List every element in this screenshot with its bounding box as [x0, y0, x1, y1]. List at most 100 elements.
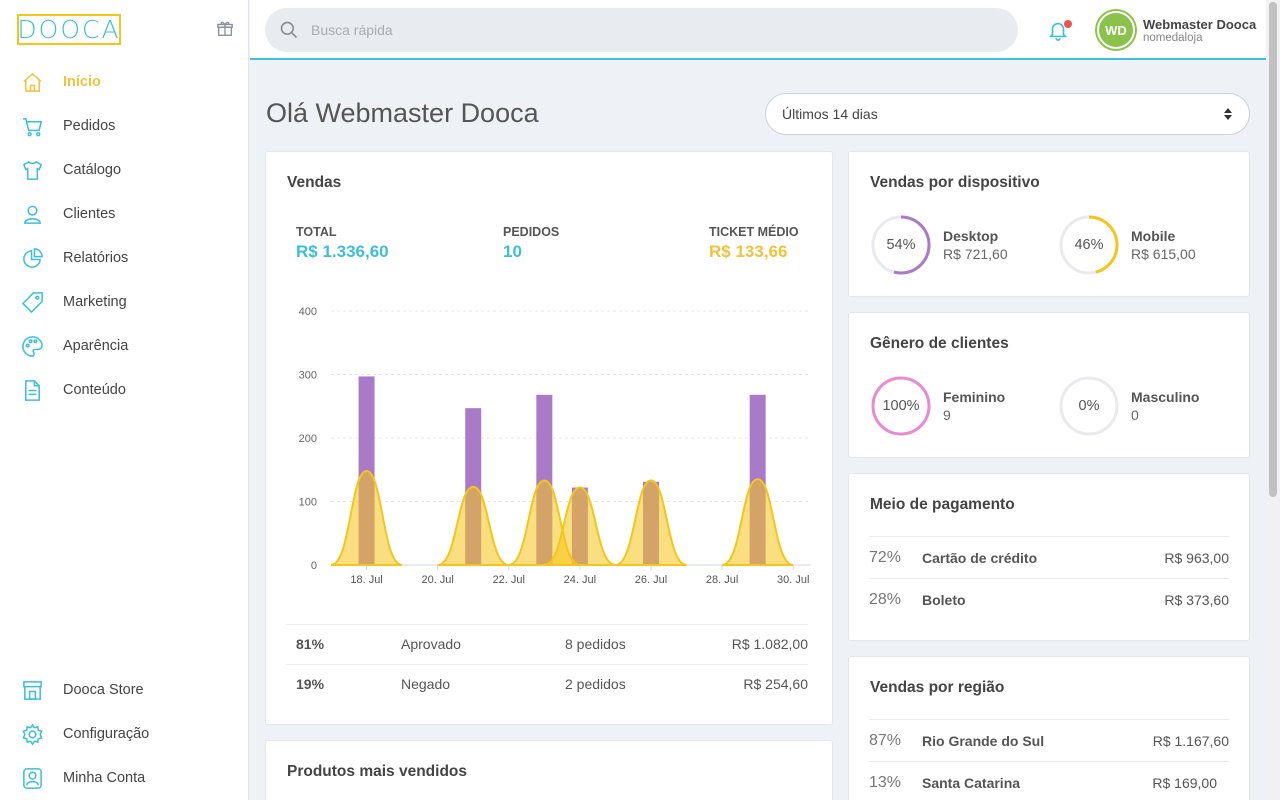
sales-status-row: 81% Aprovado 8 pedidos R$ 1.082,00 — [286, 624, 808, 664]
donut-arc — [1059, 215, 1119, 275]
area-peak[interactable] — [615, 479, 687, 566]
status-name: Negado — [401, 676, 451, 692]
user-name[interactable]: Webmaster Dooca — [1143, 17, 1257, 32]
nav-label: Conteúdo — [63, 382, 126, 398]
nav-label: Clientes — [63, 206, 116, 222]
pie-chart-icon — [23, 247, 43, 268]
nav-item-marketing[interactable]: Marketing — [0, 280, 249, 324]
kpi-ticket-value: R$ 133,66 — [709, 242, 788, 261]
nav-item-dooca-store[interactable]: Dooca Store — [0, 668, 249, 712]
avatar[interactable]: WD — [1097, 11, 1135, 49]
x-tick-label: 24. Jul — [564, 574, 596, 586]
gender-item-female: 100% Feminino 9 — [870, 375, 1005, 437]
area-peak[interactable] — [544, 486, 616, 566]
nav-label: Marketing — [63, 294, 127, 310]
status-value: R$ 254,60 — [743, 676, 808, 692]
nav-item-pedidos[interactable]: Pedidos — [0, 104, 249, 148]
bell-icon[interactable] — [1047, 19, 1069, 41]
x-tick-label: 18. Jul — [350, 574, 382, 586]
document-icon — [25, 379, 40, 401]
scrollbar-thumb[interactable] — [1269, 2, 1277, 497]
payment-pct: 72% — [869, 549, 902, 566]
top-header: WD Webmaster Dooca nomedaloja — [250, 0, 1266, 60]
nav-item-catalogo[interactable]: Catálogo — [0, 148, 249, 192]
tag-icon — [21, 291, 43, 313]
nav-item-configuracao[interactable]: Configuração — [0, 712, 249, 756]
donut-chart — [1059, 215, 1119, 275]
bottom-nav: Dooca Store Configuração Minha Conta — [0, 668, 249, 800]
y-tick-label: 200 — [299, 433, 317, 445]
kpi-total-value: R$ 1.336,60 — [296, 242, 389, 261]
store-icon — [23, 680, 42, 700]
cart-icon — [22, 117, 43, 136]
kpi-pedidos-value: 10 — [503, 242, 522, 261]
nav-item-inicio[interactable]: Início — [0, 60, 249, 104]
device-value: R$ 721,60 — [943, 246, 1008, 262]
nav-item-conteudo[interactable]: Conteúdo — [0, 368, 249, 412]
kpi-pedidos-label: PEDIDOS — [503, 225, 560, 239]
donut-pct: 0% — [1078, 398, 1100, 414]
gear-icon — [22, 723, 43, 745]
status-pct: 19% — [296, 676, 325, 692]
payment-card: Meio de pagamento 72% Cartão de crédito … — [848, 473, 1250, 641]
nav-item-clientes[interactable]: Clientes — [0, 192, 249, 236]
region-card: Vendas por região 87% Rio Grande do Sul … — [848, 656, 1250, 800]
x-tick-label: 20. Jul — [421, 574, 453, 586]
search-icon — [280, 21, 298, 39]
payment-row: 28% Boleto R$ 373,60 — [869, 578, 1229, 620]
donut-chart — [871, 215, 931, 275]
x-tick-label: 28. Jul — [706, 574, 738, 586]
payment-method: Cartão de crédito — [922, 550, 1038, 566]
area-peak[interactable] — [437, 485, 510, 566]
donut-pct: 100% — [882, 398, 920, 414]
region-pct: 87% — [869, 732, 902, 749]
donut-pct: 54% — [886, 237, 916, 253]
page-title: Olá Webmaster Dooca — [266, 98, 539, 128]
payment-row: 72% Cartão de crédito R$ 963,00 — [869, 536, 1229, 578]
nav-item-minha-conta[interactable]: Minha Conta — [0, 756, 249, 800]
gender-title: Gênero de clientes — [870, 335, 1009, 352]
gift-icon[interactable] — [216, 20, 234, 38]
sidebar: DOOCA Início Pedidos Catálogo Clientes R… — [0, 0, 249, 800]
page-scrollbar[interactable] — [1266, 0, 1280, 800]
dooca-logo[interactable]: DOOCA — [17, 14, 121, 45]
donut-ring: 46% — [1058, 214, 1120, 276]
nav-label: Minha Conta — [63, 770, 146, 786]
device-name: Mobile — [1131, 228, 1176, 244]
top-products-title: Produtos mais vendidos — [287, 763, 468, 780]
region-name: Santa Catarina — [922, 775, 1021, 791]
nav-item-relatorios[interactable]: Relatórios — [0, 236, 249, 280]
x-tick-label: 26. Jul — [635, 574, 667, 586]
search-input[interactable] — [311, 22, 911, 38]
nav-label: Dooca Store — [63, 682, 144, 698]
kpi-pedidos: PEDIDOS 10 — [503, 225, 559, 262]
donut-ring: 0% — [1058, 375, 1120, 437]
region-row: 87% Rio Grande do Sul R$ 1.167,60 — [869, 719, 1229, 761]
payment-value: R$ 373,60 — [1164, 592, 1229, 608]
x-tick-label: 30. Jul — [777, 574, 809, 586]
area-peak[interactable] — [330, 470, 403, 566]
y-tick-label: 100 — [299, 497, 317, 509]
search-bar[interactable] — [265, 8, 1018, 52]
home-icon — [23, 72, 42, 92]
area-peak[interactable] — [721, 478, 794, 566]
device-item-desktop: 54% Desktop R$ 721,60 — [870, 214, 1008, 276]
avatar-initials: WD — [1105, 22, 1127, 38]
nav-label: Aparência — [63, 338, 129, 354]
gender-name: Masculino — [1131, 389, 1200, 405]
gender-count: 9 — [943, 407, 951, 423]
nav-label: Configuração — [63, 726, 150, 742]
shirt-icon — [22, 160, 43, 180]
device-sales-title: Vendas por dispositivo — [870, 174, 1040, 191]
status-orders: 8 pedidos — [565, 636, 626, 652]
gender-card: Gênero de clientes 100% Feminino 9 0% Mas… — [848, 312, 1250, 458]
device-name: Desktop — [943, 228, 999, 244]
status-value: R$ 1.082,00 — [731, 636, 808, 652]
y-tick-label: 400 — [299, 306, 317, 318]
donut-chart — [871, 376, 931, 436]
period-select[interactable]: Últimos 14 dias — [765, 93, 1250, 135]
nav-item-aparencia[interactable]: Aparência — [0, 324, 249, 368]
region-title: Vendas por região — [870, 679, 1005, 696]
payment-pct: 28% — [869, 591, 902, 608]
donut-chart — [1059, 376, 1119, 436]
